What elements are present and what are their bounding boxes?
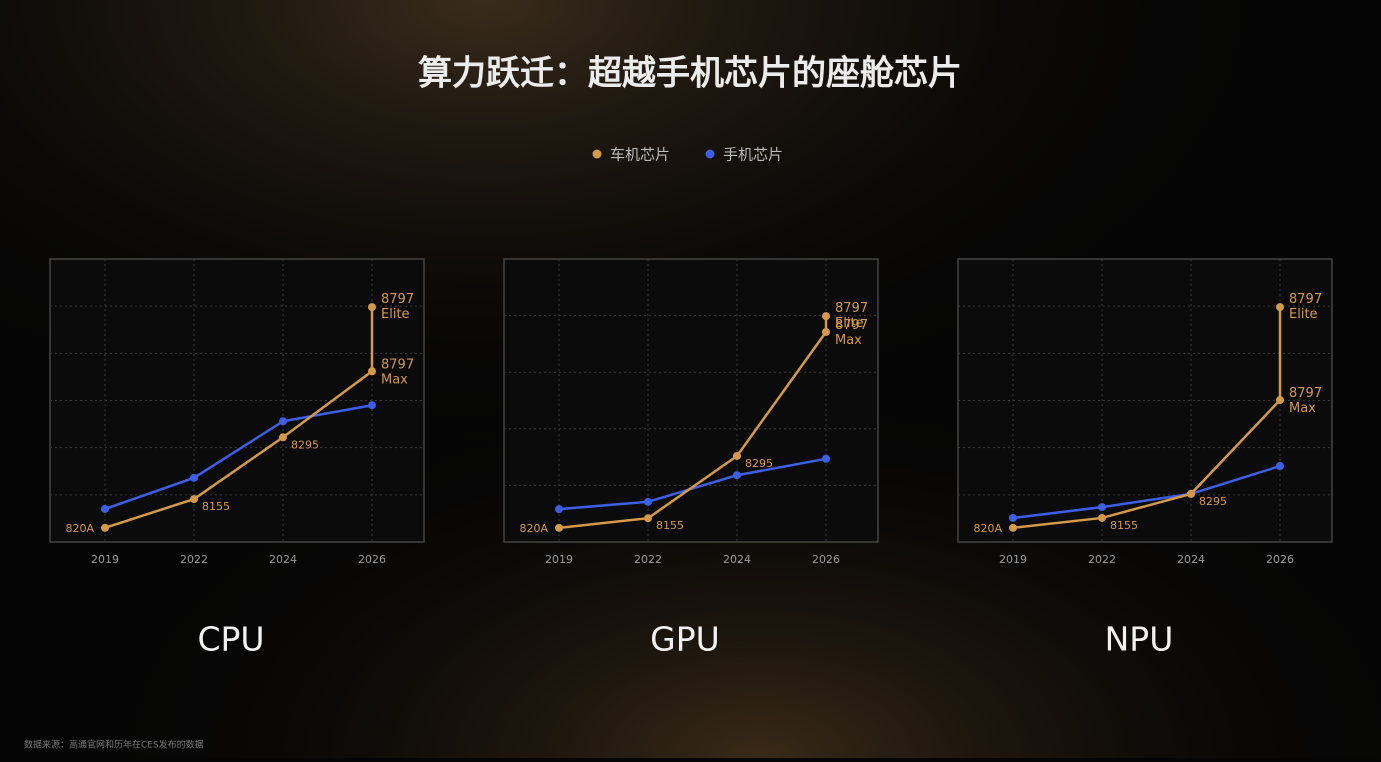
point-label: 8155 [1110, 519, 1138, 532]
legend-label: 车机芯片 [610, 146, 670, 164]
point [1276, 303, 1284, 312]
point [733, 451, 741, 460]
point-label-line: Elite [381, 307, 410, 322]
point-label: 820A [65, 522, 94, 535]
plot-area [503, 258, 879, 543]
point-label-line: Max [381, 372, 408, 387]
chart-title: NPU [1105, 620, 1174, 659]
point [368, 367, 376, 376]
point [368, 401, 376, 410]
point-label-line: 8797 [835, 318, 868, 333]
point [279, 417, 287, 426]
x-tick-label: 2024 [1177, 553, 1205, 566]
point-label-line: 8797 [381, 292, 414, 307]
series-line [104, 403, 373, 511]
footnote: 数据来源：高通官网和历年在CES发布的数据 [24, 739, 204, 751]
point-label: 8155 [202, 500, 230, 513]
point [644, 514, 652, 523]
point [1098, 513, 1106, 522]
x-tick-label: 2019 [999, 553, 1027, 566]
x-tick-label: 2026 [358, 553, 386, 566]
series-line [558, 331, 828, 530]
point [1009, 513, 1017, 522]
point [733, 471, 741, 480]
legend-marker [705, 149, 715, 159]
point [190, 473, 198, 482]
point [101, 504, 109, 513]
point-label-line: 8797 [1289, 292, 1322, 307]
point-label: 8797 Max [1289, 386, 1322, 416]
x-tick-label: 2019 [545, 553, 573, 566]
x-tick-label: 2026 [812, 553, 840, 566]
x-tick-label: 2024 [269, 553, 297, 566]
point [1098, 503, 1106, 512]
legend-marker [592, 149, 602, 159]
x-tick-label: 2024 [723, 553, 751, 566]
point [1009, 523, 1017, 532]
slide-title: 算力跃迁：超越手机芯片的座舱芯片 [418, 54, 962, 94]
chart-title: GPU [650, 620, 720, 659]
point [1276, 462, 1284, 471]
point-label: 820A [973, 522, 1002, 535]
point [822, 328, 830, 337]
point-label-line: 820A [973, 522, 1002, 535]
point-label-line: 8155 [656, 519, 684, 532]
x-tick-label: 2026 [1266, 553, 1294, 566]
point [822, 312, 830, 321]
point-label-line: 8295 [745, 457, 773, 470]
point-label-line: 820A [519, 522, 548, 535]
point-label: 8295 [1199, 495, 1227, 508]
point [644, 497, 652, 506]
point-label-line: 8797 [835, 301, 868, 316]
point-label-line: 8155 [202, 500, 230, 513]
point-label: 8295 [745, 457, 773, 470]
x-tick-label: 2022 [180, 553, 208, 566]
point [555, 523, 563, 532]
series-line [104, 370, 373, 530]
point-label-line: 8155 [1110, 519, 1138, 532]
point-label: 8797 Max [381, 357, 414, 387]
x-tick-label: 2019 [91, 553, 119, 566]
point-label-line: 8797 [381, 357, 414, 372]
point [190, 495, 198, 504]
point-label-line: 820A [65, 522, 94, 535]
point-label-line: Max [1289, 401, 1316, 416]
chart-title: CPU [197, 620, 264, 659]
series-line [1012, 399, 1281, 530]
point-label-line: 8295 [291, 438, 319, 451]
point-label: 8797 Elite [381, 292, 414, 322]
series-line [1012, 464, 1281, 520]
point [555, 505, 563, 514]
point-label-line: 8797 [1289, 386, 1322, 401]
point [822, 454, 830, 463]
point-label: 820A [519, 522, 548, 535]
point-label: 8155 [656, 519, 684, 532]
point-label-line: Max [835, 333, 862, 348]
point [101, 523, 109, 532]
point-label: 8797 Elite [835, 301, 868, 331]
point [1187, 489, 1195, 498]
point [368, 303, 376, 312]
point-label-line: 8295 [1199, 495, 1227, 508]
point-label: 8295 [291, 438, 319, 451]
point-label-line: Elite [835, 316, 864, 331]
point [279, 433, 287, 442]
legend-label: 手机芯片 [723, 146, 783, 164]
point-label: 8797 Max [835, 318, 868, 348]
point-label-line: Elite [1289, 307, 1318, 322]
x-tick-label: 2022 [634, 553, 662, 566]
point [1276, 396, 1284, 405]
point-label: 8797 Elite [1289, 292, 1322, 322]
x-tick-label: 2022 [1088, 553, 1116, 566]
